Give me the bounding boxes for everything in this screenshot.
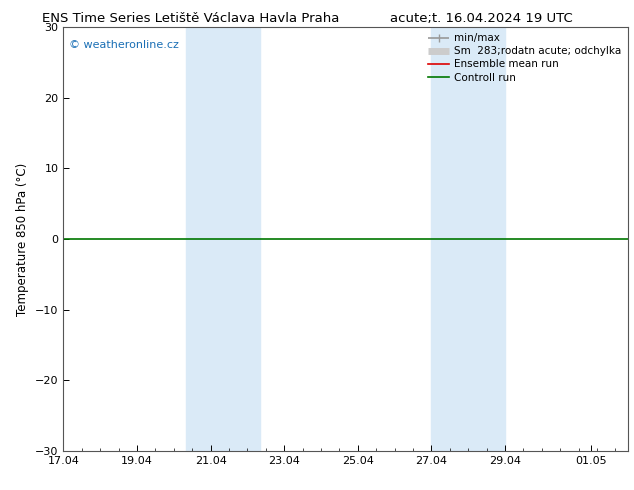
- Bar: [431, 27, 505, 451]
- Bar: [186, 27, 260, 451]
- Legend: min/max, Sm  283;rodatn acute; odchylka, Ensemble mean run, Controll run: min/max, Sm 283;rodatn acute; odchylka, …: [424, 29, 626, 87]
- Y-axis label: Temperature 850 hPa (°C): Temperature 850 hPa (°C): [16, 162, 30, 316]
- Text: ENS Time Series Letiště Václava Havla Praha: ENS Time Series Letiště Václava Havla Pr…: [41, 12, 339, 25]
- Text: © weatheronline.cz: © weatheronline.cz: [69, 40, 179, 49]
- Text: acute;t. 16.04.2024 19 UTC: acute;t. 16.04.2024 19 UTC: [391, 12, 573, 25]
